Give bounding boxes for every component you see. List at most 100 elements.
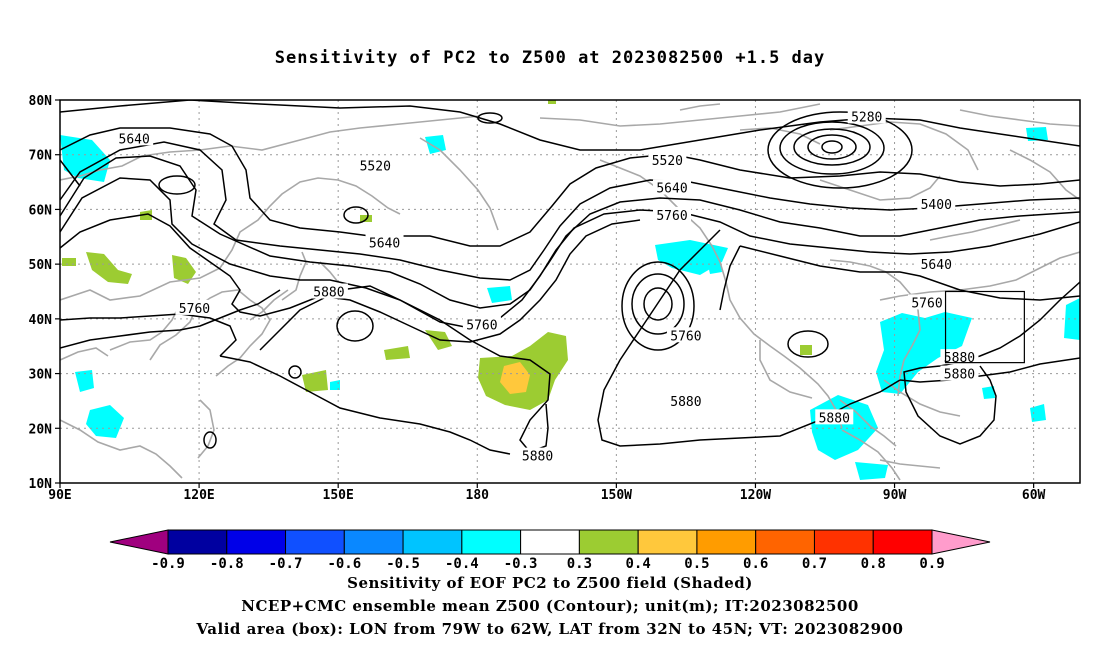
contour-label-bg [908, 294, 946, 310]
negative-sensitivity-patch [86, 405, 124, 438]
lat-lon-grid [60, 100, 1080, 483]
contour-label: 5880 [819, 411, 850, 426]
lon-tick-label: 150W [601, 488, 632, 503]
positive-sensitivity-patch [384, 346, 410, 360]
colorbar-segment [167, 529, 228, 555]
contour-label: 5760 [466, 318, 497, 333]
colorbar-lower-extension [109, 529, 169, 555]
caption-valid-area: Valid area (box): LON from 79W to 62W, L… [196, 620, 904, 638]
contour-label-bg [648, 152, 687, 168]
caption-contour: NCEP+CMC ensemble mean Z500 (Contour); u… [241, 597, 859, 615]
lat-tick-label: 60N [29, 203, 53, 218]
negative-sensitivity-patch [982, 386, 995, 399]
contour-label: 5880 [313, 286, 344, 301]
colorbar-segment [520, 529, 580, 555]
contour-label-bg [666, 327, 705, 343]
contour-label-bg [309, 283, 348, 299]
contour-label: 5760 [656, 209, 687, 224]
contour-label: 5760 [670, 329, 701, 344]
colorbar-label: -0.8 [210, 556, 244, 572]
colorbar-segment [637, 529, 698, 555]
negative-sensitivity-patch [708, 262, 722, 274]
contour-label: 5520 [652, 154, 683, 169]
colorbar-label: 0.6 [743, 556, 768, 572]
strong-positive-patch [500, 362, 530, 394]
colorbar-segment [578, 529, 639, 555]
contour-label-bg [666, 392, 705, 408]
positive-sensitivity-patch [548, 100, 556, 104]
lon-tick-label: 120W [740, 488, 771, 503]
negative-sensitivity-patch [1064, 298, 1080, 340]
contour-label: 5640 [369, 236, 400, 251]
contour-label: 5880 [670, 395, 701, 410]
colorbar-label: -0.5 [386, 556, 420, 572]
contour-label: 5880 [944, 351, 975, 366]
lon-tick-label: 90W [883, 488, 907, 503]
contour-label-bg [940, 365, 979, 381]
caption-shading: Sensitivity of EOF PC2 to Z500 field (Sh… [347, 574, 753, 592]
lat-tick-label: 70N [29, 149, 53, 164]
lon-tick-label: 60W [1022, 488, 1046, 503]
colorbar: -0.9 -0.8 -0.7 -0.6 -0.5 -0.4 -0.3 0.3 0.4 0.5 0.6… [109, 529, 991, 572]
contour-label-bg [115, 130, 154, 146]
map-frame [59, 99, 1081, 484]
contour-label-bg [940, 349, 979, 365]
colorbar-segment [696, 529, 757, 555]
contour-label-bg [518, 447, 557, 463]
lat-tick-label: 40N [29, 313, 53, 328]
contour-label: 5400 [921, 198, 952, 213]
contour-label-bg [365, 234, 404, 250]
lat-tick-label: 10N [29, 477, 53, 492]
contour-label-bg [917, 195, 956, 211]
negative-sensitivity-patch [330, 380, 340, 390]
colorbar-segment [461, 529, 522, 555]
contour-label-bg [653, 206, 691, 222]
lon-tick-label: 120E [183, 488, 214, 503]
colorbar-segment [813, 529, 874, 555]
colorbar-label: -0.4 [445, 556, 479, 572]
colorbar-label: -0.9 [151, 556, 185, 572]
lat-tick-label: 80N [29, 94, 53, 109]
contour-label: 5760 [911, 296, 942, 311]
lon-tick-label: 180 [466, 488, 490, 503]
negative-sensitivity-patch [1026, 127, 1048, 141]
negative-sensitivity-patch [425, 135, 446, 154]
colorbar-label: 0.9 [919, 556, 944, 572]
contour-label-bg [356, 157, 395, 173]
map-title: Sensitivity of PC2 to Z500 at 2023082500… [274, 48, 826, 68]
lat-tick-label: 50N [29, 258, 53, 273]
colorbar-label: 0.3 [567, 556, 592, 572]
lon-tick-label: 150E [323, 488, 354, 503]
colorbar-segment [755, 529, 815, 555]
positive-sensitivity-patch [800, 345, 812, 355]
colorbar-segment [285, 529, 345, 555]
positive-sensitivity-patch [172, 255, 196, 284]
contour-label-bg [917, 256, 956, 272]
colorbar-label: -0.7 [269, 556, 303, 572]
colorbar-upper-extension [931, 529, 991, 555]
contour-label-bg [653, 179, 691, 195]
negative-sensitivity-patch [487, 286, 512, 303]
colorbar-label: 0.8 [861, 556, 886, 572]
contour-label: 5640 [921, 258, 952, 273]
contour-label: 5640 [656, 182, 687, 197]
colorbar-label: -0.3 [504, 556, 538, 572]
contour-label-bg [462, 316, 501, 332]
contour-label: 5880 [944, 368, 975, 383]
lat-tick-label: 30N [29, 368, 53, 383]
colorbar-label: 0.7 [802, 556, 827, 572]
contour-label: 5280 [851, 110, 882, 125]
contour-label-bg [175, 299, 214, 315]
colorbar-label: 0.5 [684, 556, 709, 572]
colorbar-label: -0.6 [327, 556, 361, 572]
colorbar-segment [402, 529, 463, 555]
colorbar-segment [226, 529, 287, 555]
contour-label-bg [815, 409, 854, 425]
contour-label: 5520 [360, 160, 391, 175]
negative-sensitivity-patch [1030, 404, 1046, 422]
lon-tick-label: 90E [48, 488, 71, 503]
positive-sensitivity-patch [302, 370, 328, 392]
colorbar-label: 0.4 [626, 556, 651, 572]
contour-label-bg [847, 108, 886, 124]
